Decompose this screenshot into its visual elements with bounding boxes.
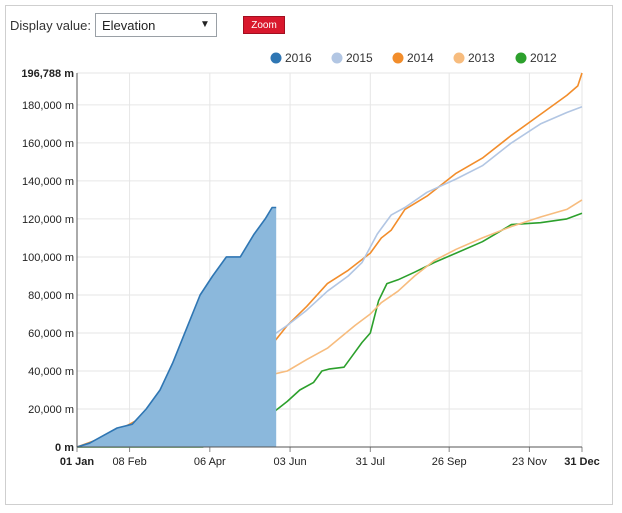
x-tick-label: 03 Jun: [274, 456, 307, 468]
legend-label-2016: 2016: [285, 51, 312, 65]
x-tick-label: 08 Feb: [112, 456, 146, 468]
axes: 0 m 20,000 m 40,000 m 60,000 m 80,000 m 100,0…: [21, 68, 599, 468]
y-tick-label: 100,000 m: [22, 252, 74, 264]
display-value-selected: Elevation: [101, 17, 156, 33]
legend-marker-2012: [515, 52, 527, 64]
legend-marker-2015: [331, 52, 343, 64]
display-controls: Display value: Elevation ▼: [10, 12, 217, 38]
series-line-2015: [76, 106, 583, 448]
x-tick-label: 26 Sep: [432, 456, 467, 468]
gridlines: [77, 72, 583, 448]
series-group: [76, 72, 583, 448]
legend-label-2014: 2014: [407, 51, 434, 65]
y-tick-label: 180,000 m: [22, 100, 74, 112]
x-tick-label: 31 Jul: [356, 456, 385, 468]
y-tick-label: 120,000 m: [22, 214, 74, 226]
chart-panel: [5, 5, 613, 505]
x-tick-label: 23 Nov: [512, 456, 547, 468]
legend-label-2012: 2012: [530, 51, 557, 65]
dropdown-triangle-icon: ▼: [200, 19, 210, 30]
y-tick-label: 196,788 m: [21, 68, 74, 80]
legend-marker-2013: [453, 52, 465, 64]
display-value-select[interactable]: Elevation ▼: [94, 13, 217, 37]
y-tick-label: 0 m: [55, 442, 74, 454]
legend-label-2015: 2015: [346, 51, 373, 65]
zoom-button[interactable]: Zoom: [243, 16, 285, 34]
series-line-2016: [76, 206, 277, 448]
legend: 2016 2015 2014 2013 2012: [270, 51, 557, 65]
x-tick-label: 06 Apr: [194, 456, 226, 468]
y-tick-label: 80,000 m: [28, 290, 74, 302]
display-value-label: Display value:: [10, 17, 91, 33]
series-line-2014: [76, 72, 583, 448]
legend-marker-2016: [270, 52, 282, 64]
x-tick-label: 01 Jan: [60, 456, 95, 468]
legend-marker-2014: [392, 52, 404, 64]
y-tick-label: 160,000 m: [22, 138, 74, 150]
series-area-2016: [77, 207, 277, 447]
y-tick-label: 140,000 m: [22, 176, 74, 188]
y-tick-label: 20,000 m: [28, 404, 74, 416]
legend-label-2013: 2013: [468, 51, 495, 65]
y-tick-label: 40,000 m: [28, 366, 74, 378]
y-tick-label: 60,000 m: [28, 328, 74, 340]
x-tick-label: 31 Dec: [564, 456, 599, 468]
